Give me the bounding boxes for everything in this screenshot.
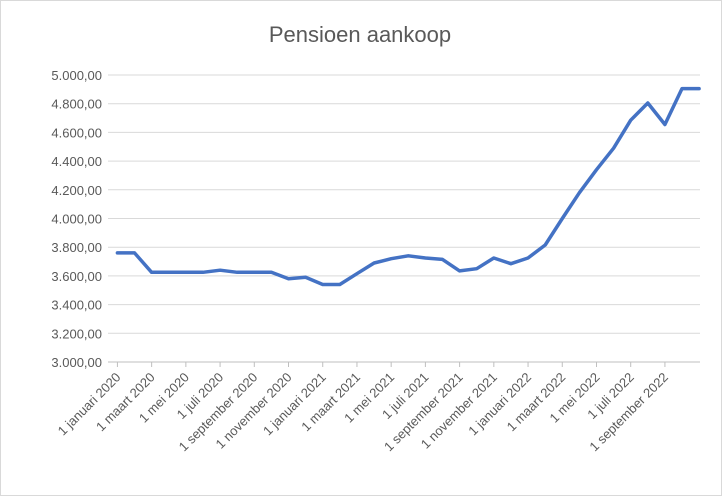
gridlines	[108, 74, 700, 363]
y-tick-label: 4.200,00	[51, 183, 102, 198]
y-axis-ticks: 3.000,00 3.200,00 3.400,00 3.600,00 3.800,00…	[51, 68, 102, 370]
y-tick-label: 3.000,00	[51, 355, 102, 370]
y-tick-label: 3.400,00	[51, 298, 102, 313]
series-layer	[115, 86, 701, 287]
y-tick-label: 3.800,00	[51, 240, 102, 255]
chart-title: Pensioen aankoop	[269, 22, 451, 47]
y-tick-label: 4.400,00	[51, 154, 102, 169]
y-tick-label: 4.000,00	[51, 212, 102, 227]
y-tick-label: 3.600,00	[51, 269, 102, 284]
y-tick-label: 5.000,00	[51, 68, 102, 83]
y-tick-label: 4.800,00	[51, 97, 102, 112]
y-tick-label: 4.600,00	[51, 125, 102, 140]
series-line	[115, 86, 701, 287]
y-tick-label: 3.200,00	[51, 326, 102, 341]
